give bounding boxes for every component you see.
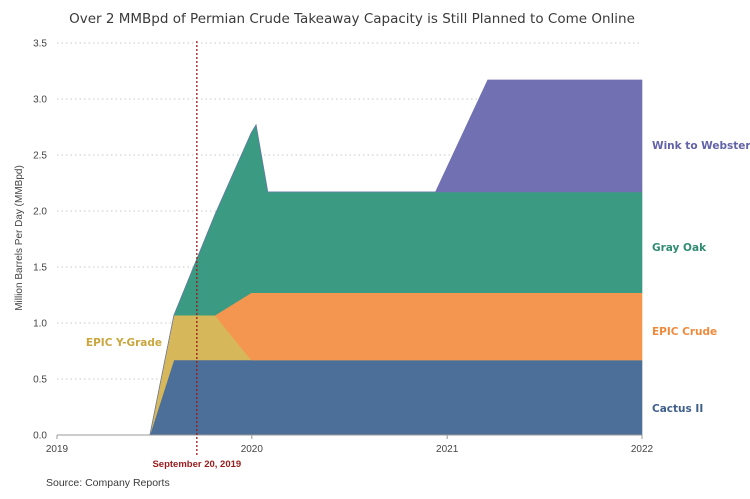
area-cactus-ii — [149, 359, 643, 436]
annotations: September 20, 2019 — [152, 41, 241, 470]
y-axis-label: Million Barrels Per Day (MMBpd) — [14, 165, 25, 311]
y-tick-label: 1.0 — [33, 319, 47, 330]
series-label-epic-y-grade: EPIC Y-Grade — [86, 337, 162, 349]
y-tick-label: 2.5 — [33, 151, 47, 162]
y-tick-label: 1.5 — [33, 263, 47, 274]
x-tick-label: 2022 — [631, 444, 654, 455]
series-label-wink-to-webster: Wink to Webster — [652, 140, 750, 152]
y-tick-label: 0.5 — [33, 375, 47, 386]
source-note: Source: Company Reports — [46, 477, 170, 489]
x-tick-label: 2021 — [436, 444, 459, 455]
y-tick-label: 2.0 — [33, 207, 47, 218]
chart-title: Over 2 MMBpd of Permian Crude Takeaway C… — [69, 11, 635, 27]
y-tick-label: 3.5 — [33, 39, 47, 50]
area-series — [149, 79, 643, 436]
area-wink-to-webster — [149, 79, 643, 436]
date-marker-label: September 20, 2019 — [152, 459, 241, 470]
y-tick-label: 0.0 — [33, 431, 47, 442]
x-tick-label: 2019 — [46, 444, 69, 455]
series-label-gray-oak: Gray Oak — [652, 242, 707, 254]
series-labels: Cactus II EPIC Y-Grade EPIC Crude Gray Oak W… — [86, 140, 750, 415]
axes: 0.0 0.5 1.0 1.5 2.0 2.5 3.0 3.5 2019 2020 2021 2022 — [33, 39, 653, 456]
x-tick-label: 2020 — [241, 444, 264, 455]
y-tick-label: 3.0 — [33, 95, 47, 106]
series-label-cactus-ii: Cactus II — [652, 403, 703, 415]
series-label-epic-crude: EPIC Crude — [652, 326, 717, 338]
